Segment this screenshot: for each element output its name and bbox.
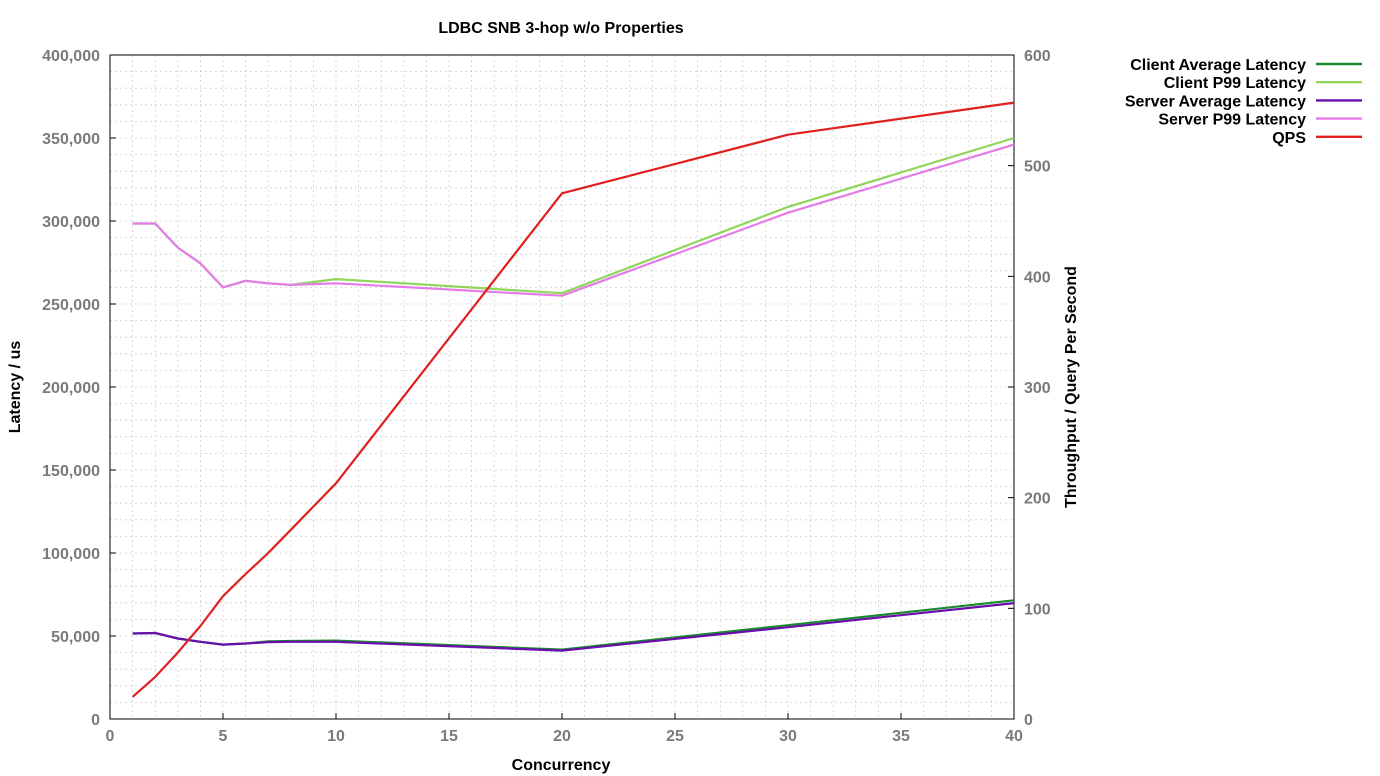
y-tick-label: 250,000 <box>42 297 100 314</box>
series-line-client-p99-latency <box>132 136 1015 295</box>
series-line-qps <box>131 101 1015 698</box>
y2-tick-label: 300 <box>1024 380 1051 397</box>
x-tick-label: 35 <box>892 728 910 745</box>
y-tick-label: 300,000 <box>42 214 100 231</box>
y2-tick-label: 600 <box>1024 48 1051 65</box>
y2-tick-label: 400 <box>1024 269 1051 286</box>
series-line-server-average-latency <box>132 602 1015 652</box>
legend-label-qps: QPS <box>1272 130 1306 147</box>
y2-tick-label: 100 <box>1024 601 1051 618</box>
y2-tick-label: 200 <box>1024 491 1051 508</box>
x-ticks: 0 5 10 15 20 25 30 35 40 <box>106 713 1023 745</box>
y2-ticks: 0 100 200 300 400 500 600 <box>1008 48 1051 729</box>
x-tick-label: 40 <box>1005 728 1023 745</box>
x-axis-label: Concurrency <box>512 757 611 774</box>
legend-label-server-average-latency: Server Average Latency <box>1125 93 1306 110</box>
grid <box>110 55 1014 719</box>
x-tick-label: 10 <box>327 728 345 745</box>
x-tick-label: 30 <box>779 728 797 745</box>
y2-axis-label: Throughput / Query Per Second <box>1063 266 1080 508</box>
series-line-server-p99-latency <box>132 143 1015 297</box>
y2-tick-label: 500 <box>1024 159 1051 176</box>
x-tick-label: 20 <box>553 728 571 745</box>
y-tick-label: 0 <box>91 712 100 729</box>
x-tick-label: 25 <box>666 728 684 745</box>
x-tick-label: 15 <box>440 728 458 745</box>
y-tick-label: 350,000 <box>42 131 100 148</box>
x-tick-label: 0 <box>106 728 115 745</box>
legend-label-server-p99-latency: Server P99 Latency <box>1158 112 1306 129</box>
legend-label-client-p99-latency: Client P99 Latency <box>1164 75 1306 92</box>
y-tick-label: 100,000 <box>42 546 100 563</box>
y-tick-label: 150,000 <box>42 463 100 480</box>
x-tick-label: 5 <box>219 728 228 745</box>
y-tick-label: 50,000 <box>51 629 100 646</box>
y-tick-label: 200,000 <box>42 380 100 397</box>
legend-label-client-average-latency: Client Average Latency <box>1130 57 1306 74</box>
chart-title: LDBC SNB 3-hop w/o Properties <box>438 20 683 37</box>
series-layer <box>131 101 1015 698</box>
y-ticks: 0 50,000 100,000 150,000 200,000 250,000 300,0… <box>42 48 116 729</box>
y2-tick-label: 0 <box>1024 712 1033 729</box>
y-tick-label: 400,000 <box>42 48 100 65</box>
y-axis-label: Latency / us <box>7 341 24 434</box>
